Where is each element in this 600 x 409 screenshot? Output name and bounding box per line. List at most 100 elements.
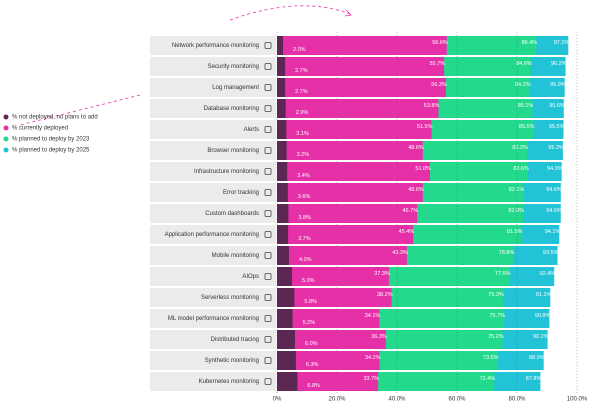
value-label: 45.4%	[399, 229, 415, 235]
category-icon	[264, 336, 272, 343]
bar	[277, 36, 447, 55]
value-label: 83.6%	[513, 166, 529, 172]
bar	[277, 351, 296, 370]
category-box	[150, 183, 276, 202]
category-label: Mobile monitoring	[212, 253, 259, 259]
category-icon	[264, 168, 272, 175]
bar	[277, 162, 430, 181]
value-label: 87.8%	[526, 376, 542, 382]
value-label: 55.7%	[429, 61, 445, 67]
category-label: Kubernetes monitoring	[199, 379, 259, 385]
value-label: 46.7%	[402, 208, 418, 214]
category-icon	[264, 63, 272, 70]
value-label: 3.1%	[296, 131, 309, 137]
bar	[277, 57, 286, 76]
value-label: 2.9%	[296, 110, 309, 116]
bar	[277, 141, 423, 160]
category-box	[150, 162, 276, 181]
category-icon	[264, 357, 272, 364]
value-label: 51.0%	[415, 166, 431, 172]
bar	[277, 246, 407, 265]
value-label: 94.9%	[547, 166, 563, 172]
x-tick-label: 100.0%	[567, 397, 588, 403]
value-label: 82.0%	[508, 208, 524, 214]
category-box	[150, 288, 276, 307]
category-icon	[264, 42, 272, 49]
bar	[277, 309, 293, 328]
category-icon	[264, 294, 272, 301]
value-label: 97.1%	[554, 40, 570, 46]
bar	[277, 141, 287, 160]
value-label: 3.7%	[298, 236, 311, 242]
value-label: 73.5%	[483, 355, 499, 361]
value-label: 94.6%	[546, 208, 562, 214]
x-tick-label: 0%	[273, 397, 282, 403]
value-label: 53.8%	[424, 103, 440, 109]
category-label: Network performance monitoring	[172, 43, 259, 49]
decor-line	[19, 94, 141, 126]
legend-swatch	[3, 147, 9, 153]
bar	[277, 78, 446, 97]
category-box	[150, 57, 276, 76]
value-label: 48.6%	[408, 145, 424, 151]
category-box	[150, 372, 276, 391]
value-label: 93.5%	[543, 250, 559, 256]
value-label: 56.6%	[432, 40, 448, 46]
value-label: 85.1%	[518, 103, 534, 109]
value-label: 3.6%	[298, 194, 311, 200]
legend-swatch	[3, 114, 9, 120]
value-label: 48.6%	[408, 187, 424, 193]
x-tick-label: 80.0%	[508, 397, 526, 403]
category-icon	[264, 378, 272, 385]
decor-arrowhead	[344, 9, 352, 17]
value-label: 85.5%	[519, 124, 535, 130]
category-box	[150, 78, 276, 97]
value-label: 78.8%	[499, 250, 515, 256]
value-label: 5.2%	[303, 320, 316, 326]
bar	[277, 120, 432, 139]
category-icon	[264, 147, 272, 154]
category-box	[150, 246, 276, 265]
value-label: 94.6%	[546, 187, 562, 193]
value-label: 5.8%	[304, 299, 317, 305]
value-label: 4.0%	[299, 257, 312, 263]
bar	[277, 330, 386, 349]
value-label: 92.4%	[540, 271, 556, 277]
category-label: Database monitoring	[204, 106, 259, 112]
bar	[277, 309, 380, 328]
x-tick-label: 20.0%	[328, 397, 346, 403]
bar	[277, 99, 286, 118]
category-box	[150, 225, 276, 244]
category-box	[150, 141, 276, 160]
value-label: 43.3%	[392, 250, 408, 256]
category-box	[150, 36, 276, 55]
category-icon	[264, 126, 272, 133]
value-label: 34.2%	[365, 355, 381, 361]
value-label: 96.2%	[551, 61, 567, 67]
category-label: Log management	[212, 85, 259, 91]
bar	[277, 120, 287, 139]
value-label: 56.3%	[431, 82, 447, 88]
category-label: Custom dashboards	[205, 211, 259, 217]
value-label: 6.8%	[307, 383, 320, 389]
category-label: ML model performance monitoring	[168, 316, 259, 322]
bar	[277, 183, 288, 202]
value-label: 3.8%	[298, 215, 311, 221]
category-box	[150, 267, 276, 286]
value-label: 84.2%	[515, 82, 531, 88]
category-label: Browser monitoring	[207, 148, 259, 154]
category-box	[150, 99, 276, 118]
value-label: 90.8%	[535, 313, 551, 319]
category-label: Distributed tracing	[211, 337, 259, 343]
category-label: AIOps	[242, 274, 259, 280]
legend-swatch	[3, 136, 9, 142]
legend-label: % not deployed, no plans to add	[12, 115, 98, 121]
category-box	[150, 309, 276, 328]
category-label: Serverless monitoring	[201, 295, 259, 301]
bar	[277, 36, 283, 55]
bar	[277, 183, 423, 202]
decor-arrow	[229, 5, 351, 21]
value-label: 38.2%	[377, 292, 393, 298]
value-label: 2.7%	[295, 68, 308, 74]
